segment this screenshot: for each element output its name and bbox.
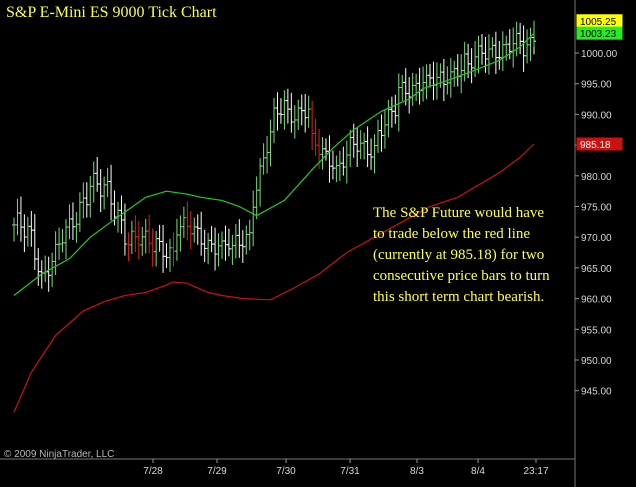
slow-moving-average-line [13,143,535,413]
x-tick-label: 23:17 [523,466,548,477]
annotation-line: this short term chart bearish. [373,289,545,305]
y-tick-label: 960.00 [581,295,612,306]
x-tick-label: 7/28 [143,466,163,477]
price-label-box [576,137,623,151]
y-tick-label: 990.00 [581,110,612,121]
annotation-line: (currently at 985.18) for two [373,247,545,263]
y-tick-label: 955.00 [581,325,612,336]
y-tick-label: 965.00 [581,264,612,275]
price-label-slow-ma: 985.18 [580,140,611,151]
chart-title: S&P E-Mini ES 9000 Tick Chart [6,4,217,21]
x-tick-label: 7/30 [276,466,296,477]
annotation-text: The S&P Future would have to trade below… [373,203,578,308]
x-tick-label: 7/29 [207,466,227,477]
y-tick-label: 980.00 [581,172,612,183]
y-tick-label: 950.00 [581,356,612,367]
annotation-line: to trade below the red line [373,226,531,242]
y-tick-label: 970.00 [581,233,612,244]
price-label-fast-ma: 1003.23 [580,29,617,40]
x-tick-label: 7/31 [340,466,360,477]
y-tick-label: 945.00 [581,387,612,398]
y-tick-label: 1000.00 [581,49,618,60]
copyright: © 2009 NinjaTrader, LLC [4,449,115,460]
x-tick-label: 8/3 [410,466,424,477]
annotation-line: consecutive price bars to turn [373,268,550,284]
price-label-box [576,26,623,40]
y-tick-label: 975.00 [581,203,612,214]
y-tick-label: 995.00 [581,80,612,91]
x-tick-label: 8/4 [471,466,485,477]
price-label-last-high: 1005.25 [580,17,617,28]
fast-moving-average-line [13,32,535,296]
annotation-line: The S&P Future would have [373,205,545,221]
